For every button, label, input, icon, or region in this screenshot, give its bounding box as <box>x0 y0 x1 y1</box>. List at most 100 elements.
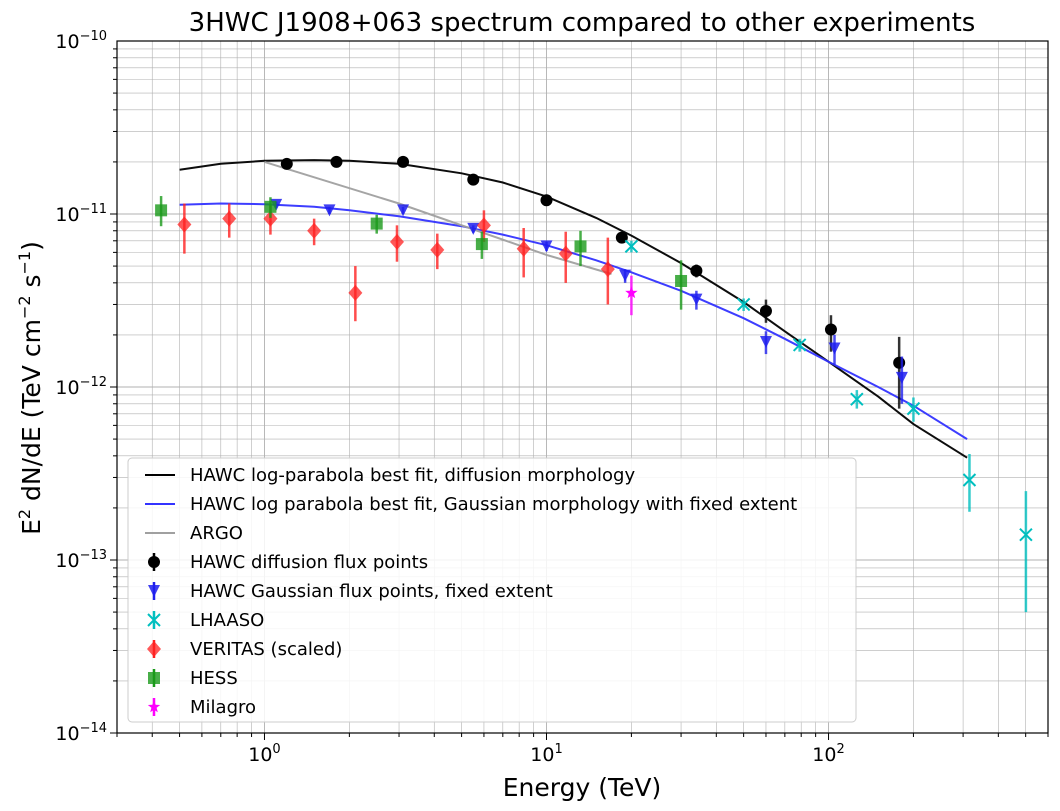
y-tick-label: 10−10 <box>55 29 107 53</box>
data-point <box>397 155 410 168</box>
legend-marker-swatch <box>147 613 161 627</box>
data-point <box>540 240 553 253</box>
data-point <box>759 304 772 317</box>
legend-item: Milagro <box>147 697 256 718</box>
x-tick-label: 102 <box>812 742 844 766</box>
data-point <box>475 238 488 251</box>
legend-label: Milagro <box>190 697 256 718</box>
data-point <box>397 204 410 217</box>
legend-marker-swatch <box>148 585 160 597</box>
series-points <box>624 239 1033 613</box>
x-tick-label-base: 10 <box>530 744 554 766</box>
data-point <box>222 210 237 227</box>
y-tick-label: 10−14 <box>55 721 107 745</box>
series-points <box>270 198 908 404</box>
x-axis-label: Energy (TeV) <box>503 773 661 802</box>
legend-item: HAWC log parabola best fit, Gaussian mor… <box>145 494 797 515</box>
legend-box <box>127 457 857 723</box>
data-point <box>625 286 638 299</box>
legend-marker-swatch <box>147 700 161 713</box>
x-tick-label-base: 10 <box>248 744 272 766</box>
data-point <box>263 210 278 227</box>
legend-marker-swatch <box>148 672 160 684</box>
data-point <box>759 336 772 349</box>
legend-marker-swatch <box>147 641 161 657</box>
legend: HAWC log-parabola best fit, diffusion mo… <box>127 457 857 723</box>
data-point <box>574 240 587 253</box>
y-tick-label-base: 10 <box>55 31 79 53</box>
y-tick-label-exponent: −10 <box>80 29 107 44</box>
data-point <box>824 323 837 336</box>
data-point <box>893 356 906 369</box>
y-tick-label: 10−13 <box>55 548 107 572</box>
legend-label: HAWC diffusion flux points <box>190 552 428 573</box>
data-point <box>155 204 168 217</box>
data-point <box>540 194 553 207</box>
data-point <box>619 269 632 282</box>
legend-label: HAWC log-parabola best fit, diffusion mo… <box>190 465 635 486</box>
data-point <box>895 371 908 384</box>
legend-label: ARGO <box>190 523 243 544</box>
data-point <box>675 274 688 287</box>
data-point <box>323 204 336 217</box>
data-point <box>600 261 615 278</box>
data-point <box>430 241 445 258</box>
series-points <box>280 155 906 409</box>
legend-item: LHAASO <box>147 610 264 631</box>
y-tick-label-base: 10 <box>55 723 79 745</box>
data-point <box>1019 528 1033 542</box>
data-point <box>516 240 531 257</box>
y-axis-label: E2 dN/dE (TeV cm−2 s−1) <box>15 241 46 535</box>
plot-area <box>155 155 1033 613</box>
data-point <box>828 342 841 355</box>
legend-item: ARGO <box>145 523 243 544</box>
legend-marker-swatch <box>148 556 160 568</box>
data-point <box>307 222 322 239</box>
series-points <box>625 275 638 316</box>
data-point <box>467 173 480 186</box>
y-tick-label-base: 10 <box>55 204 79 226</box>
x-tick-label: 101 <box>530 742 562 766</box>
data-point <box>330 155 343 168</box>
data-point <box>558 245 573 262</box>
y-tick-label: 10−11 <box>55 202 107 226</box>
x-tick-label: 100 <box>248 742 280 766</box>
legend-item: HAWC log-parabola best fit, diffusion mo… <box>145 465 635 486</box>
data-point <box>389 233 404 250</box>
data-point <box>690 293 703 306</box>
legend-label: HAWC Gaussian flux points, fixed extent <box>190 581 553 602</box>
series-points <box>177 203 615 322</box>
legend-label: VERITAS (scaled) <box>190 639 342 660</box>
data-point <box>467 222 480 235</box>
legend-label: HAWC log parabola best fit, Gaussian mor… <box>190 494 797 515</box>
y-tick-label: 10−12 <box>55 375 107 399</box>
data-point <box>690 264 703 277</box>
y-tick-label-base: 10 <box>55 550 79 572</box>
x-tick-label-base: 10 <box>812 744 836 766</box>
x-tick-label-exponent: 2 <box>836 742 844 757</box>
series-line <box>179 159 968 459</box>
data-point <box>177 216 192 233</box>
data-point <box>615 231 628 244</box>
series-points <box>155 196 688 310</box>
legend-label: HESS <box>190 668 238 689</box>
y-tick-label-base: 10 <box>55 377 79 399</box>
data-point <box>264 200 277 213</box>
y-tick-label-exponent: −12 <box>80 375 107 390</box>
chart-title: 3HWC J1908+063 spectrum compared to othe… <box>189 8 976 38</box>
data-point <box>370 217 383 230</box>
data-point <box>906 401 921 416</box>
data-point <box>850 392 864 406</box>
data-point <box>736 297 751 312</box>
y-tick-label-exponent: −11 <box>80 202 107 217</box>
y-tick-label-exponent: −13 <box>80 548 107 563</box>
legend-item: HESS <box>148 668 238 689</box>
data-point <box>348 284 363 301</box>
x-tick-label-exponent: 0 <box>272 742 280 757</box>
legend-label: LHAASO <box>190 610 264 631</box>
x-tick-label-exponent: 1 <box>554 742 562 757</box>
data-point <box>792 338 807 352</box>
data-point <box>280 157 293 170</box>
